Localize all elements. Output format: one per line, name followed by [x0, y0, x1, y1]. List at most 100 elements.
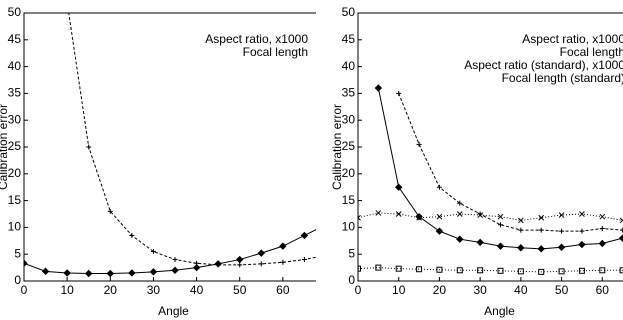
y-tick-label: 40 — [8, 59, 22, 73]
point — [517, 268, 524, 275]
point — [476, 238, 484, 247]
x-tick-label: 40 — [190, 283, 204, 297]
x-tick-label: 60 — [596, 283, 610, 297]
point — [395, 265, 402, 272]
point — [497, 213, 504, 220]
point — [358, 214, 361, 221]
y-tick-label: 10 — [8, 220, 22, 234]
y-tick-label: 5 — [348, 246, 355, 260]
y-tick-label: 35 — [342, 86, 356, 100]
y-tick-label: 5 — [14, 246, 21, 260]
point — [557, 243, 566, 251]
y-tick-label: 35 — [8, 86, 22, 100]
point — [129, 232, 135, 238]
point — [435, 227, 444, 235]
point — [300, 231, 309, 240]
y-tick-label: 30 — [342, 112, 356, 126]
x-tick-label: 0 — [21, 283, 28, 297]
point — [374, 84, 383, 92]
point — [558, 268, 565, 275]
y-tick-label: 50 — [8, 5, 22, 19]
x-tick-label: 50 — [233, 283, 247, 297]
legend-label: Aspect ratio, x1000 — [522, 32, 623, 46]
point — [106, 269, 114, 278]
panel: 05101520253035404550010203040506070Angle… — [0, 5, 316, 318]
y-axis-label: Calibration error — [330, 104, 344, 190]
point — [578, 267, 585, 274]
x-tick-label: 20 — [433, 283, 447, 297]
y-tick-label: 10 — [342, 220, 356, 234]
point — [599, 267, 606, 274]
point — [171, 266, 179, 274]
x-tick-label: 10 — [392, 283, 406, 297]
y-tick-label: 0 — [14, 273, 21, 287]
point — [416, 214, 422, 221]
point — [237, 262, 243, 268]
point — [150, 249, 156, 255]
x-tick-label: 10 — [60, 283, 74, 297]
y-tick-label: 45 — [342, 32, 356, 46]
point — [618, 234, 623, 242]
legend-label: Aspect ratio (standard), x1000 — [464, 58, 623, 72]
point — [518, 227, 524, 233]
point — [436, 213, 443, 220]
point — [375, 264, 382, 271]
point — [416, 141, 422, 147]
point — [497, 267, 504, 274]
point — [457, 200, 463, 206]
point — [416, 266, 423, 273]
point — [477, 212, 483, 218]
x-axis-label: Angle — [158, 304, 189, 318]
point — [86, 144, 92, 150]
x-tick-label: 20 — [104, 283, 118, 297]
series-line — [358, 267, 623, 273]
point — [24, 259, 28, 268]
point — [236, 255, 244, 264]
point — [498, 222, 503, 228]
point — [395, 211, 402, 217]
y-tick-label: 20 — [342, 166, 356, 180]
point — [558, 212, 565, 218]
y-tick-label: 25 — [8, 139, 22, 153]
point — [375, 210, 382, 216]
point — [456, 211, 463, 217]
y-tick-label: 0 — [348, 273, 355, 287]
point — [496, 242, 505, 250]
x-axis-label: Angle — [484, 304, 515, 318]
y-tick-label: 50 — [342, 5, 356, 19]
point — [172, 257, 178, 263]
point — [215, 262, 221, 268]
point — [63, 269, 71, 277]
point — [456, 235, 464, 243]
legend-label: Focal length (standard) — [502, 71, 623, 85]
point — [436, 266, 443, 273]
y-tick-label: 15 — [342, 193, 356, 207]
point — [194, 260, 200, 266]
point — [395, 183, 403, 191]
point — [559, 228, 565, 234]
legend-label: Aspect ratio, x1000 — [205, 32, 308, 46]
point — [598, 239, 606, 248]
point — [599, 213, 606, 220]
legend-label: Focal length — [560, 45, 623, 59]
y-tick-label: 15 — [8, 193, 22, 207]
point — [280, 259, 286, 265]
point — [537, 245, 545, 253]
point — [85, 269, 93, 278]
point — [301, 257, 307, 263]
x-tick-label: 50 — [555, 283, 569, 297]
point — [517, 244, 525, 252]
point — [149, 268, 158, 276]
y-tick-label: 20 — [8, 166, 22, 180]
point — [257, 249, 265, 257]
point — [128, 269, 136, 277]
point — [579, 211, 585, 217]
series-line — [398, 93, 623, 232]
point — [258, 261, 264, 267]
panel: 05101520253035404550010203040506070Angle… — [330, 5, 623, 318]
point — [456, 267, 463, 274]
point — [41, 267, 50, 276]
point — [579, 228, 585, 234]
point — [578, 240, 586, 249]
